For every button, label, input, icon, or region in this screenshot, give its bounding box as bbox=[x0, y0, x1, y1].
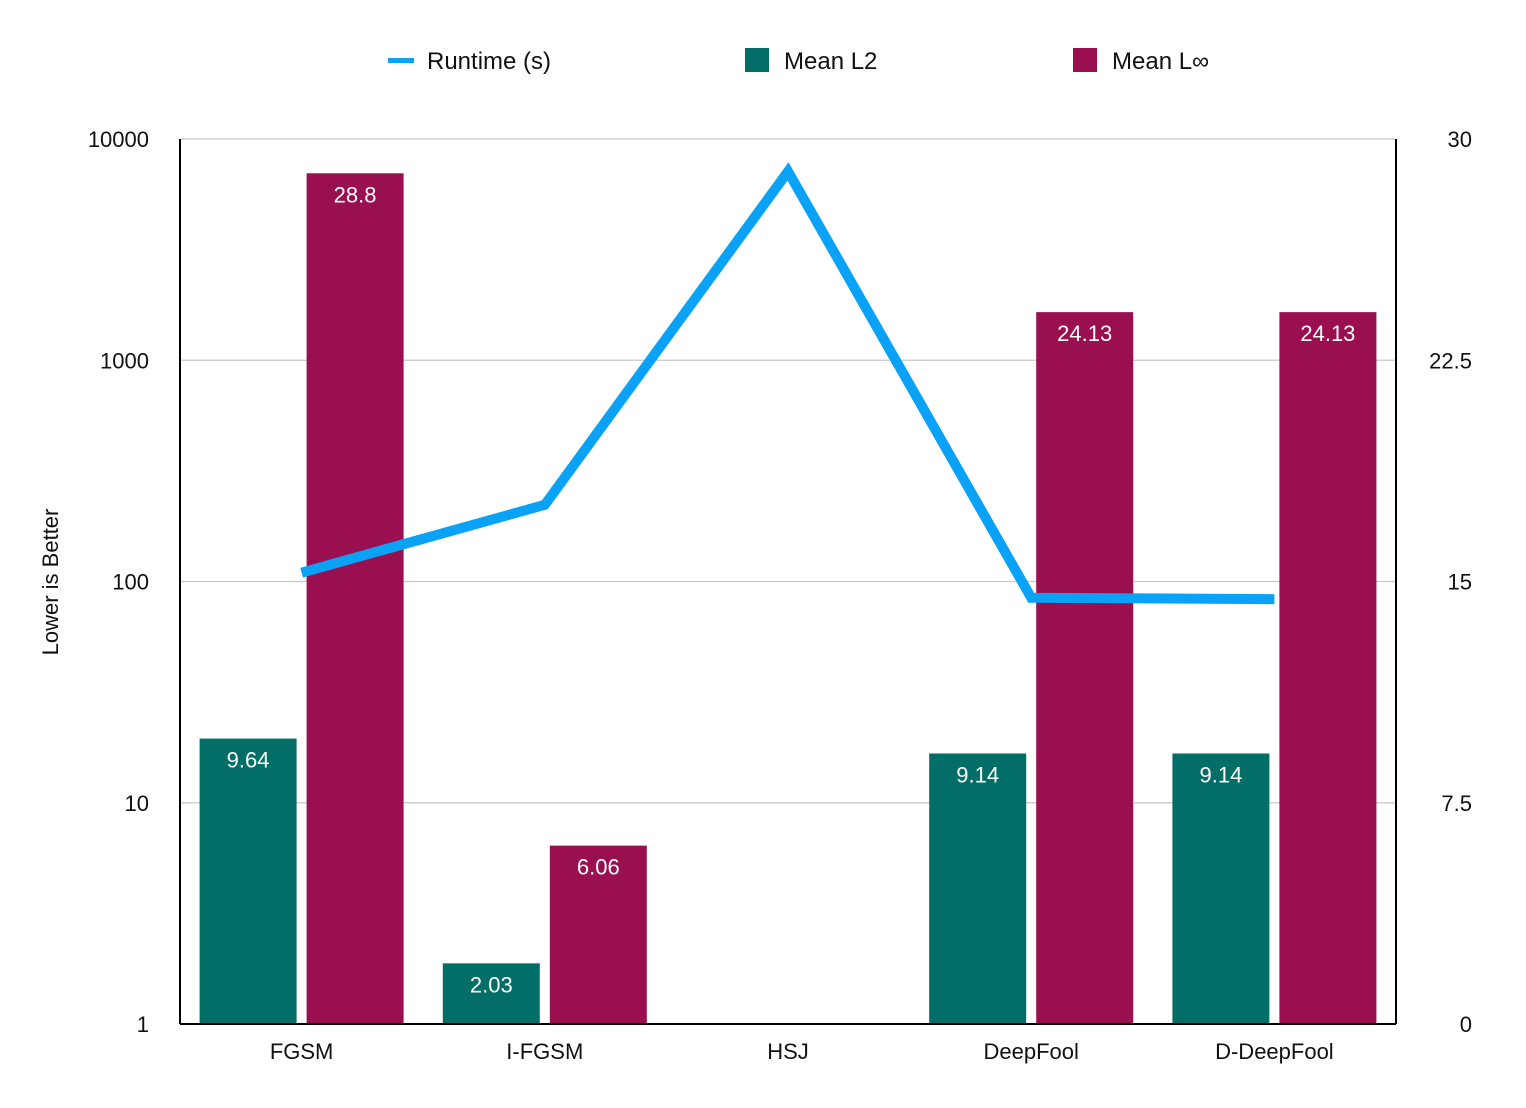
runtime-line-layer bbox=[300, 162, 1275, 605]
x-tick-label: HSJ bbox=[767, 1039, 809, 1064]
x-tick-label: DeepFool bbox=[984, 1039, 1079, 1064]
x-tick-label: FGSM bbox=[270, 1039, 334, 1064]
legend-label: Mean L∞ bbox=[1112, 48, 1209, 75]
bar-value-label: 9.14 bbox=[956, 762, 999, 787]
y-tick-label: 1 bbox=[137, 1012, 149, 1037]
y-tick-label: 10 bbox=[125, 791, 149, 816]
legend: Runtime (s) Mean L2 Mean L∞ bbox=[388, 48, 1209, 75]
right-axis-ticks: 30 22.5 15 7.5 0 bbox=[1429, 127, 1472, 1037]
y2-tick-label: 15 bbox=[1448, 570, 1472, 595]
legend-swatch-runtime bbox=[388, 58, 414, 63]
bar-value-label: 24.13 bbox=[1057, 321, 1112, 346]
y-tick-label: 10000 bbox=[88, 127, 149, 152]
y-tick-label: 1000 bbox=[100, 348, 149, 373]
legend-label: Mean L2 bbox=[784, 48, 877, 75]
bar-mean-linf bbox=[306, 173, 404, 1024]
bar-value-label: 24.13 bbox=[1300, 321, 1355, 346]
runtime-line bbox=[300, 162, 1275, 605]
bar-value-label: 2.03 bbox=[470, 972, 513, 997]
bar-value-label: 9.64 bbox=[227, 748, 270, 773]
bar-value-label: 6.06 bbox=[577, 855, 620, 880]
category-labels: FGSM I-FGSM HSJ DeepFool D-DeepFool bbox=[270, 1039, 1334, 1064]
bar-mean-l2 bbox=[442, 963, 540, 1024]
y2-tick-label: 30 bbox=[1448, 127, 1472, 152]
y2-tick-label: 22.5 bbox=[1429, 348, 1472, 373]
y2-tick-label: 0 bbox=[1460, 1012, 1472, 1037]
bar-mean-l2 bbox=[1172, 753, 1270, 1024]
bars bbox=[199, 173, 1377, 1024]
legend-swatch-mean-linf bbox=[1073, 48, 1097, 72]
left-axis-ticks: 10000 1000 100 10 1 bbox=[88, 127, 149, 1037]
bar-value-label: 28.8 bbox=[334, 182, 377, 207]
legend-label: Runtime (s) bbox=[427, 48, 551, 75]
bar-mean-linf bbox=[1279, 312, 1377, 1024]
y2-tick-label: 7.5 bbox=[1441, 791, 1472, 816]
legend-swatch-mean-l2 bbox=[745, 48, 769, 72]
bar-mean-l2 bbox=[929, 753, 1027, 1024]
x-tick-label: D-DeepFool bbox=[1215, 1039, 1334, 1064]
bar-mean-linf bbox=[549, 845, 647, 1024]
bar-mean-linf bbox=[1036, 312, 1134, 1024]
x-tick-label: I-FGSM bbox=[506, 1039, 583, 1064]
y-axis-label: Lower is Better bbox=[38, 509, 63, 656]
bar-mean-l2 bbox=[199, 738, 297, 1024]
axes bbox=[179, 139, 1397, 1025]
y-tick-label: 100 bbox=[112, 570, 149, 595]
bar-value-label: 9.14 bbox=[1199, 762, 1242, 787]
bar-labels: 9.64 2.03 9.14 9.14 28.8 6.06 24.13 24.13 bbox=[227, 182, 1356, 997]
